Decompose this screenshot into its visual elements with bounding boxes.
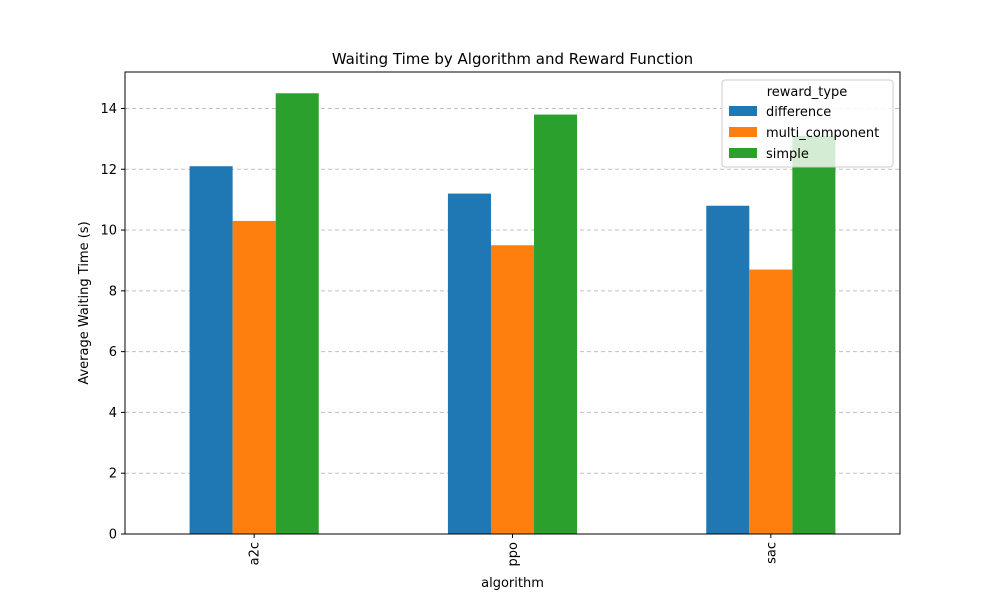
bar-simple-sac [792, 135, 836, 534]
y-tick-label: 2 [109, 467, 117, 482]
bar-multi_component-a2c [232, 220, 276, 534]
legend-entry-label: multi_component [766, 126, 879, 141]
legend: reward_type difference multi_componentsim… [721, 79, 894, 168]
y-tick-label: 14 [100, 102, 117, 117]
legend-swatch [729, 127, 757, 137]
x-tick-label: sac [764, 542, 779, 564]
bar-simple-a2c [275, 93, 319, 535]
y-tick-label: 4 [109, 406, 117, 421]
legend-box [721, 79, 894, 168]
x-tick-label: a2c [248, 542, 263, 565]
legend-entry-label: difference [766, 105, 831, 120]
bars-layer [189, 93, 836, 535]
y-tick-label: 0 [109, 528, 117, 543]
bar-multi_component-ppo [490, 245, 535, 534]
legend-swatch [729, 148, 757, 158]
legend-entry-label: simple [766, 147, 809, 162]
x-axis: a2c ppo sac [248, 534, 779, 567]
y-axis: 0 2 4 6 8 10 12 14 [100, 102, 125, 543]
bar-difference-sac [706, 205, 750, 534]
bar-difference-a2c [189, 166, 233, 534]
bar-simple-ppo [534, 114, 578, 534]
bar-multi_component-sac [749, 269, 793, 534]
x-tick-label: ppo [506, 542, 521, 567]
y-tick-label: 10 [100, 224, 117, 239]
legend-swatch [729, 106, 757, 116]
bar-difference-ppo [447, 193, 491, 534]
x-axis-label: algorithm [481, 576, 544, 591]
chart-title: Waiting Time by Algorithm and Reward Fun… [332, 50, 693, 68]
y-axis-label: Average Waiting Time (s) [77, 221, 92, 384]
y-tick-label: 8 [109, 284, 117, 299]
y-tick-label: 6 [109, 345, 117, 360]
y-tick-label: 12 [100, 163, 117, 178]
legend-title: reward_type [767, 85, 848, 100]
